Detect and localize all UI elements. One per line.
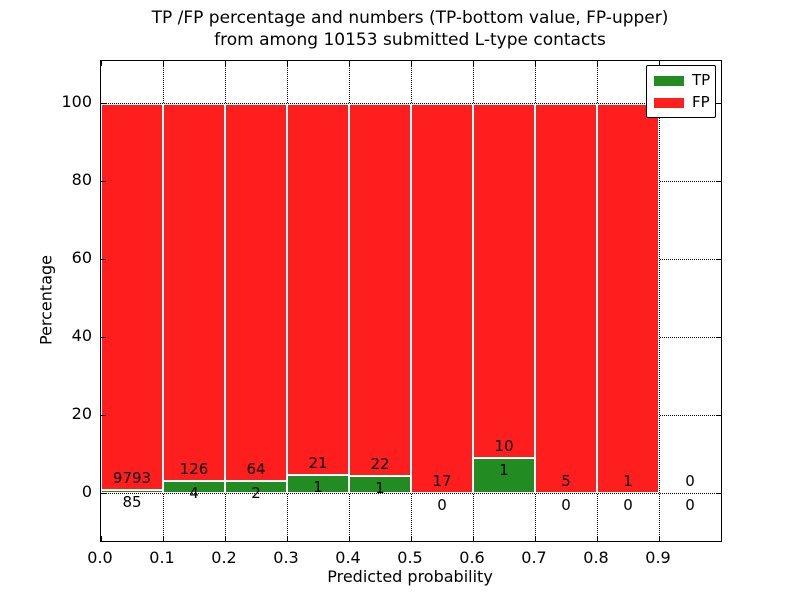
x-tick-label: 0.9: [645, 548, 671, 567]
x-tick-label: 0.5: [397, 548, 423, 567]
bar-fp: [473, 104, 535, 458]
y-tick-mark: [101, 103, 106, 104]
legend-label-fp: FP: [692, 93, 710, 111]
x-tick-label: 0.6: [459, 548, 485, 567]
y-tick-label: 100: [61, 92, 92, 111]
fp-count-label: 22: [370, 455, 390, 474]
x-tick-mark: [597, 61, 598, 66]
bar-tp: [349, 476, 411, 493]
x-tick-mark: [597, 536, 598, 541]
x-tick-mark: [659, 536, 660, 541]
tp-swatch: [654, 75, 684, 86]
y-tick-label: 0: [81, 482, 92, 501]
x-tick-mark: [225, 61, 226, 66]
y-tick-label: 20: [71, 404, 92, 423]
x-tick-mark: [349, 536, 350, 541]
zero-gridline: [101, 493, 721, 494]
chart-title-line-1: TP /FP percentage and numbers (TP-bottom…: [151, 8, 669, 28]
x-tick-mark: [163, 536, 164, 541]
y-tick-mark: [101, 337, 106, 338]
y-tick-mark: [716, 181, 721, 182]
x-tick-label: 0.0: [87, 548, 113, 567]
x-tick-mark: [473, 61, 474, 66]
tp-count-label: 1: [375, 479, 385, 498]
x-tick-mark: [287, 536, 288, 541]
bar-fp: [535, 104, 597, 493]
x-tick-label: 0.8: [583, 548, 609, 567]
bar-fp: [225, 104, 287, 482]
y-tick-mark: [716, 259, 721, 260]
tp-count-label: 85: [122, 492, 142, 511]
chart-title-line-2: from among 10153 submitted L-type contac…: [214, 30, 606, 50]
tp-count-label: 1: [499, 460, 509, 479]
tp-count-label: 2: [251, 484, 261, 503]
fp-count-label: 21: [308, 454, 328, 473]
y-tick-mark: [101, 181, 106, 182]
legend-entry-tp: TP: [654, 71, 711, 89]
x-tick-mark: [535, 61, 536, 66]
bar-tp: [225, 481, 287, 493]
x-tick-mark: [287, 61, 288, 66]
legend-label-tp: TP: [692, 71, 711, 89]
x-tick-label: 0.7: [521, 548, 547, 567]
bar-fp: [163, 104, 225, 481]
fp-count-label: 5: [561, 472, 571, 490]
tp-count-label: 1: [313, 478, 323, 497]
x-tick-label: 0.2: [211, 548, 237, 567]
bar-tp: [163, 481, 225, 493]
fp-count-label: 9793: [112, 468, 152, 487]
tp-count-label: 0: [561, 496, 571, 514]
x-gridline: [659, 61, 660, 541]
tp-count-label: 4: [189, 484, 199, 502]
fp-swatch: [654, 97, 684, 108]
x-tick-mark: [659, 61, 660, 66]
y-tick-mark: [101, 415, 106, 416]
x-tick-mark: [349, 61, 350, 66]
bar-tp: [473, 457, 535, 493]
fp-count-label: 10: [494, 436, 514, 455]
bar-tp: [101, 489, 163, 493]
y-tick-label: 80: [71, 170, 92, 189]
x-tick-label: 0.3: [273, 548, 299, 567]
y-tick-mark: [716, 103, 721, 104]
x-tick-mark: [163, 61, 164, 66]
bar-fp: [101, 104, 163, 490]
bar-fp: [287, 104, 349, 476]
y-tick-mark: [716, 337, 721, 338]
x-tick-mark: [225, 536, 226, 541]
bar-fp: [411, 104, 473, 493]
fp-count-label: 126: [179, 460, 209, 478]
tp-count-label: 0: [623, 496, 633, 514]
bar-fp: [349, 104, 411, 477]
legend-entry-fp: FP: [654, 93, 710, 111]
fp-count-label: 17: [432, 472, 452, 490]
x-tick-mark: [411, 61, 412, 66]
y-tick-mark: [716, 415, 721, 416]
x-tick-label: 0.1: [149, 548, 175, 567]
bar-fp: [597, 104, 659, 493]
tp-count-label: 0: [685, 496, 695, 514]
x-tick-mark: [411, 536, 412, 541]
y-tick-mark: [101, 259, 106, 260]
bar-tp: [287, 475, 349, 493]
fp-count-label: 64: [246, 460, 266, 479]
legend: TP FP: [646, 65, 716, 118]
tp-count-label: 0: [437, 496, 447, 514]
x-tick-mark: [535, 536, 536, 541]
y-tick-label: 40: [71, 326, 92, 345]
fp-count-label: 0: [685, 472, 695, 490]
x-tick-mark: [101, 536, 102, 541]
x-axis-label: Predicted probability: [327, 567, 493, 586]
x-tick-label: 0.4: [335, 548, 361, 567]
x-tick-mark: [101, 61, 102, 66]
fp-count-label: 1: [623, 472, 633, 490]
y-tick-label: 60: [71, 248, 92, 267]
plot-area: 9793 85 126 4 64 2 21 1 22 1 17 0 10 1 5 0 1 0 0 0: [100, 60, 722, 542]
x-tick-mark: [473, 536, 474, 541]
